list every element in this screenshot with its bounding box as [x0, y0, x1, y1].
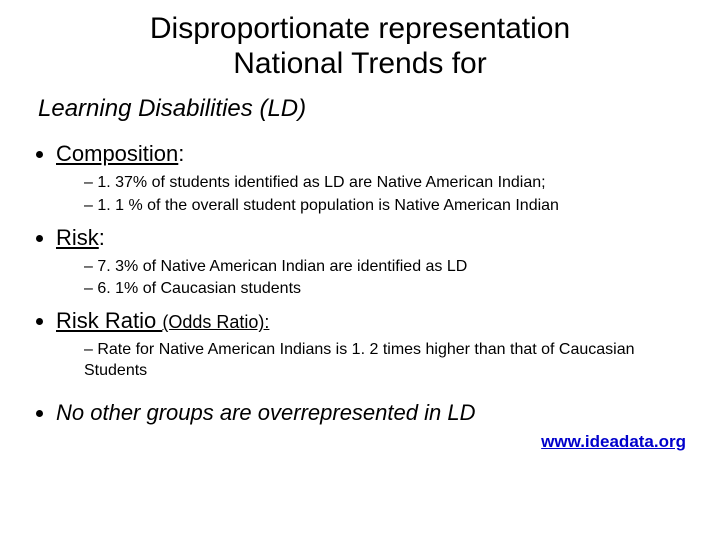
closing-note: No other groups are overrepresented in L… [56, 400, 690, 426]
section-risk-ratio: Risk Ratio (Odds Ratio): Rate for Native… [56, 308, 690, 382]
risk-colon: : [99, 225, 105, 250]
composition-colon: : [178, 141, 184, 166]
composition-sublist: 1. 37% of students identified as LD are … [56, 173, 690, 217]
risk-item-1: 6. 1% of Caucasian students [84, 279, 690, 300]
title-line-1: Disproportionate representation [150, 12, 570, 45]
risk-ratio-sublist: Rate for Native American Indians is 1. 2… [56, 340, 690, 382]
risk-ratio-heading: Risk Ratio [56, 308, 162, 333]
risk-sublist: 7. 3% of Native American Indian are iden… [56, 257, 690, 301]
source-link[interactable]: www.ideadata.org [30, 432, 690, 452]
risk-heading: Risk [56, 225, 99, 250]
composition-item-1: 1. 1 % of the overall student population… [84, 196, 690, 217]
composition-heading: Composition [56, 141, 178, 166]
slide-title: Disproportionate representation National… [30, 12, 690, 81]
risk-ratio-label: (Odds Ratio): [162, 312, 269, 332]
title-line-2: National Trends for [233, 47, 486, 80]
risk-item-0: 7. 3% of Native American Indian are iden… [84, 257, 690, 278]
slide-subtitle: Learning Disabilities (LD) [38, 95, 690, 123]
section-risk: Risk: 7. 3% of Native American Indian ar… [56, 225, 690, 301]
composition-item-0: 1. 37% of students identified as LD are … [84, 173, 690, 194]
section-composition: Composition: 1. 37% of students identifi… [56, 141, 690, 217]
main-list: Composition: 1. 37% of students identifi… [30, 141, 690, 426]
slide-content: Disproportionate representation National… [0, 0, 720, 462]
risk-ratio-item-0: Rate for Native American Indians is 1. 2… [84, 340, 690, 382]
